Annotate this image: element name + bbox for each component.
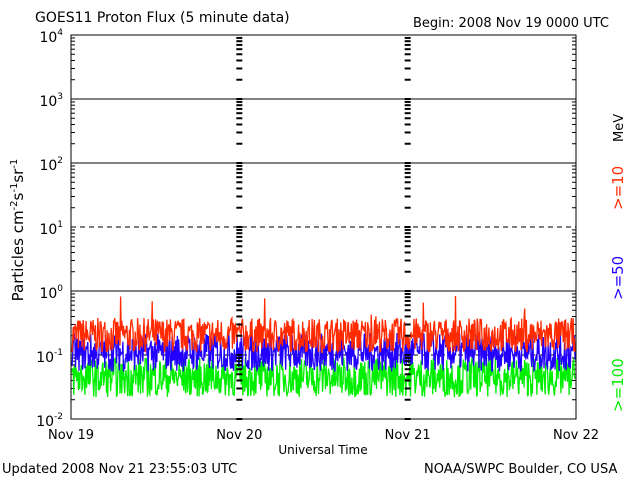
- y-tick-label: 102: [39, 156, 63, 174]
- x-tick-label: Nov 19: [48, 428, 94, 443]
- x-tick-label: Nov 20: [216, 428, 262, 443]
- y-axis-label: Particles cm-2s-1sr-1: [9, 159, 27, 302]
- energy-label-text: >=10: [609, 166, 627, 210]
- day-tick-marks: [236, 36, 411, 420]
- series-line: [71, 295, 576, 355]
- x-axis-label: Universal Time: [278, 443, 367, 457]
- energy-label: >=100: [609, 358, 627, 412]
- begin-time: Begin: 2008 Nov 19 0000 UTC: [413, 16, 609, 31]
- y-axis-label-group: Particles cm-2s-1sr-1: [9, 159, 27, 302]
- unit-label-text: MeV: [612, 114, 627, 142]
- y-tick-label: 10-1: [36, 348, 63, 366]
- energy-label-text: >=50: [609, 256, 627, 300]
- energy-label: >=50: [609, 256, 627, 300]
- series-line: [71, 356, 576, 398]
- energy-label: >=10: [609, 166, 627, 210]
- energy-label-text: >=100: [609, 358, 627, 412]
- chart-title: GOES11 Proton Flux (5 minute data): [35, 10, 290, 26]
- y-tick-labels: 104 103 102 101 100 10-1 10-2: [36, 28, 63, 430]
- x-tick-label: Nov 21: [385, 428, 431, 443]
- y-tick-label: 103: [39, 92, 63, 110]
- x-tick-label: Nov 22: [553, 428, 599, 443]
- y-tick-label: 10-2: [36, 412, 63, 430]
- credit-text: NOAA/SWPC Boulder, CO USA: [424, 462, 617, 477]
- energy-legend: >=10 >=50 >=100 MeV: [609, 114, 627, 412]
- updated-text: Updated 2008 Nov 21 23:55:03 UTC: [2, 462, 237, 477]
- plot-frame: [70, 34, 577, 420]
- y-tick-label: 104: [39, 28, 63, 46]
- y-tick-label: 101: [39, 220, 63, 238]
- x-tick-labels: Nov 19 Nov 20 Nov 21 Nov 22: [48, 428, 599, 443]
- unit-label: MeV: [612, 114, 627, 142]
- y-tick-label: 100: [39, 284, 63, 302]
- plot-series: [71, 295, 576, 398]
